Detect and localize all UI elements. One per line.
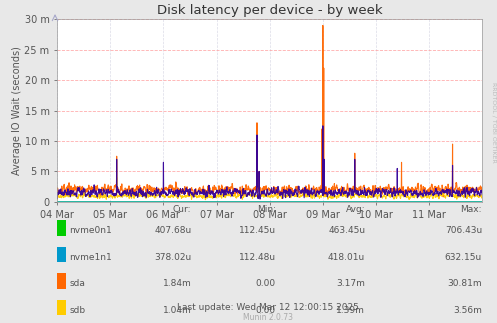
Text: 30.81m: 30.81m	[447, 279, 482, 288]
Text: Min:: Min:	[257, 204, 276, 214]
Text: sda: sda	[70, 279, 85, 288]
Text: Munin 2.0.73: Munin 2.0.73	[244, 313, 293, 322]
Text: 1.84m: 1.84m	[163, 279, 191, 288]
Text: 378.02u: 378.02u	[154, 253, 191, 262]
Text: nvme0n1: nvme0n1	[70, 226, 112, 235]
Text: 706.43u: 706.43u	[445, 226, 482, 235]
Text: Max:: Max:	[461, 204, 482, 214]
Text: Avg:: Avg:	[346, 204, 365, 214]
Y-axis label: Average IO Wait (seconds): Average IO Wait (seconds)	[11, 46, 21, 175]
Text: Last update: Wed Mar 12 12:00:15 2025: Last update: Wed Mar 12 12:00:15 2025	[177, 303, 359, 312]
Text: 112.45u: 112.45u	[239, 226, 276, 235]
Text: 407.68u: 407.68u	[154, 226, 191, 235]
Text: sdb: sdb	[70, 306, 85, 315]
Text: 0.00: 0.00	[256, 306, 276, 315]
Text: RRDTOOL / TOBI OETIKER: RRDTOOL / TOBI OETIKER	[491, 82, 496, 163]
Text: Cur:: Cur:	[173, 204, 191, 214]
Text: 463.45u: 463.45u	[328, 226, 365, 235]
Text: 0.00: 0.00	[256, 279, 276, 288]
Text: nvme1n1: nvme1n1	[70, 253, 112, 262]
Text: 1.04m: 1.04m	[163, 306, 191, 315]
Text: 632.15u: 632.15u	[445, 253, 482, 262]
Text: 3.17m: 3.17m	[336, 279, 365, 288]
Text: 418.01u: 418.01u	[328, 253, 365, 262]
Text: 112.48u: 112.48u	[239, 253, 276, 262]
Text: 1.39m: 1.39m	[336, 306, 365, 315]
Text: 3.56m: 3.56m	[453, 306, 482, 315]
Title: Disk latency per device - by week: Disk latency per device - by week	[157, 4, 382, 17]
